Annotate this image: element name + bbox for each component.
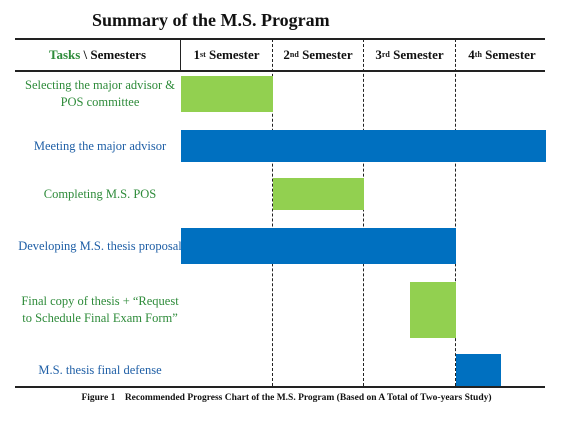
tasks-header-label: Tasks	[48, 47, 81, 62]
semester-divider-1	[272, 39, 273, 386]
task-label-final-copy: Final copy of thesis + “Request to Sched…	[21, 294, 179, 325]
semester-4-number: 4	[468, 47, 475, 62]
semester-2-number: 2	[283, 47, 290, 62]
semester-3-number: 3	[375, 47, 382, 62]
semesters-header-label: Semesters	[90, 47, 147, 62]
task-bar-thesis-proposal	[181, 228, 456, 264]
task-label-thesis-proposal: Developing M.S. thesis proposal	[18, 238, 182, 253]
tasks-semesters-header: Tasks \ Semesters	[15, 40, 180, 70]
semester-3-label: Semester	[389, 47, 444, 62]
semester-4-label: Semester	[481, 47, 536, 62]
header-top-rule	[15, 38, 545, 40]
task-label-final-defense: M.S. thesis final defense	[38, 362, 162, 377]
semester-2-label: Semester	[298, 47, 353, 62]
task-label-meet-advisor: Meeting the major advisor	[33, 138, 167, 153]
task-bar-select-advisor	[181, 76, 273, 112]
semester-1-label: Semester	[205, 47, 260, 62]
semester-divider-2	[363, 39, 364, 386]
task-label-complete-pos: Completing M.S. POS	[43, 186, 157, 201]
table-bottom-rule	[15, 386, 545, 388]
semester-1-number: 1	[193, 47, 200, 62]
task-label-select-advisor: Selecting the major advisor & POS commit…	[25, 78, 175, 109]
page-title: Summary of the M.S. Program	[92, 10, 330, 30]
semester-divider-3	[455, 39, 456, 386]
header-separator: \	[80, 47, 91, 62]
task-bar-meet-advisor	[181, 130, 546, 162]
tasks-column-divider	[180, 39, 181, 71]
figure-caption: Figure 1 Recommended Progress Chart of t…	[81, 393, 492, 403]
task-bar-final-copy	[410, 282, 456, 338]
task-bar-complete-pos	[273, 178, 364, 210]
header-bottom-rule	[15, 70, 545, 72]
task-bar-final-defense	[456, 354, 501, 386]
